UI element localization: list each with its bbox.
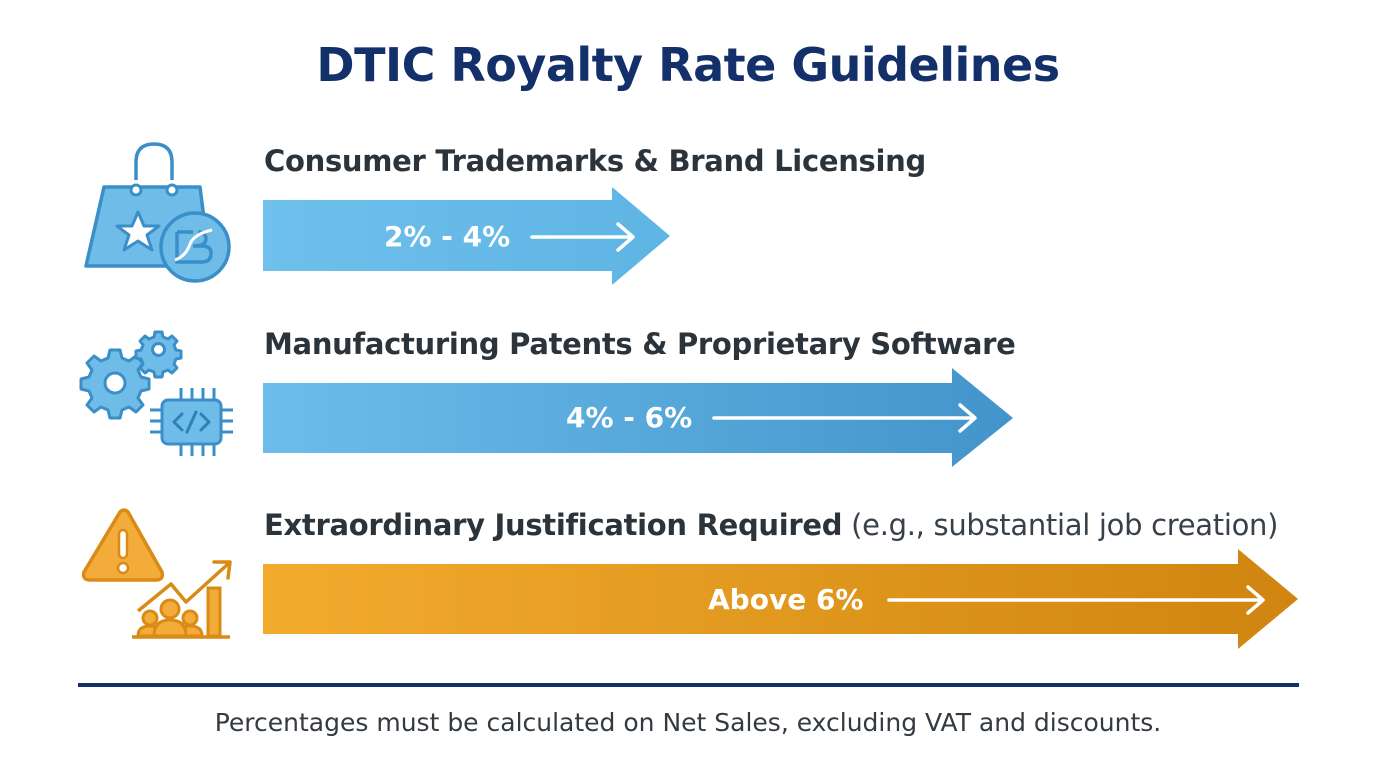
shopping-bag-brand-icon (78, 140, 238, 290)
rate-value-consumer: 2% - 4% (384, 220, 511, 253)
rate-value-extraordinary: Above 6% (708, 583, 864, 616)
row-title: Consumer Trademarks & Brand Licensing (264, 144, 926, 178)
footer-note: Percentages must be calculated on Net Sa… (214, 708, 1162, 737)
gears-chip-code-icon (78, 328, 238, 463)
row-title: Extraordinary Justification Required (264, 508, 843, 542)
rate-value-manufacturing: 4% - 6% (566, 401, 693, 434)
row-note: (e.g., substantial job creation) (842, 508, 1279, 542)
page-title: DTIC Royalty Rate Guidelines (316, 38, 1060, 92)
row-label-consumer-trademarks: Consumer Trademarks & Brand Licensing (264, 144, 926, 178)
warning-growth-people-icon (78, 508, 238, 643)
divider (78, 683, 1299, 687)
row-label-extraordinary-justification: Extraordinary Justification Required (e.… (264, 508, 1278, 542)
row-label-manufacturing-patents: Manufacturing Patents & Proprietary Soft… (264, 327, 1016, 361)
row-title: Manufacturing Patents & Proprietary Soft… (264, 327, 1016, 361)
